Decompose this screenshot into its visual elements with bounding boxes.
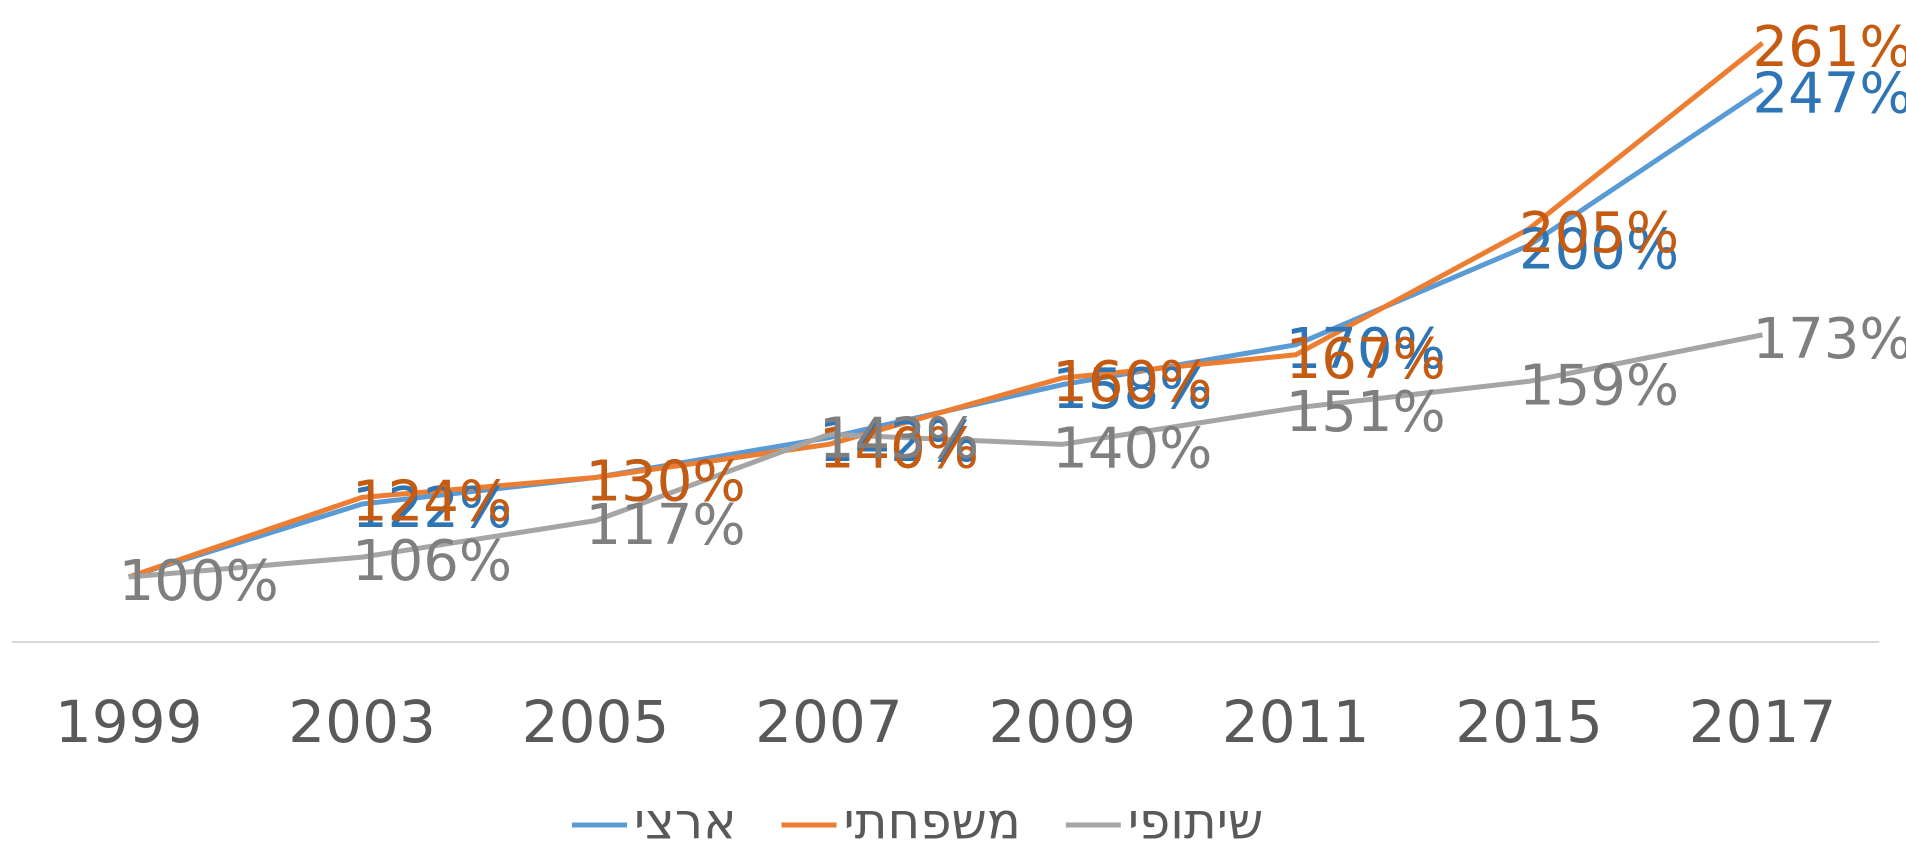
x-tick-label: 2011: [1222, 688, 1370, 756]
legend-label: משפחתי: [844, 793, 1021, 848]
data-label: 205%: [1519, 201, 1679, 266]
data-label: 140%: [819, 416, 979, 481]
x-tick-label: 2005: [522, 688, 670, 756]
data-label: 100%: [119, 549, 279, 614]
data-label: 151%: [1286, 380, 1446, 445]
data-label: 170%: [1286, 317, 1446, 382]
x-tick-label: 2003: [288, 688, 436, 756]
data-label: 122%: [352, 476, 512, 541]
data-label: 140%: [1052, 416, 1212, 481]
data-label: 158%: [1052, 357, 1212, 422]
data-label: 167%: [1286, 327, 1446, 392]
x-tick-label: 2017: [1689, 688, 1837, 756]
data-label: 159%: [1519, 353, 1679, 418]
series-line: [128, 332, 1763, 580]
data-label: 130%: [585, 450, 745, 515]
x-tick-label: 1999: [55, 688, 203, 756]
data-label: 173%: [1752, 307, 1906, 372]
legend-label: ארצי: [634, 793, 737, 848]
data-label: 200%: [1519, 217, 1679, 282]
data-label: 142%: [819, 410, 979, 475]
data-label: 124%: [352, 470, 512, 535]
data-label: 261%: [1752, 15, 1906, 80]
legend-label: שיתופי: [1128, 793, 1264, 848]
data-label: 143%: [819, 407, 979, 472]
series-line: [127, 41, 1765, 580]
x-tick-label: 2007: [755, 688, 903, 756]
x-tick-label: 2015: [1455, 688, 1603, 756]
data-label: 106%: [352, 529, 512, 594]
data-label: 160%: [1052, 350, 1212, 415]
data-label: 130%: [585, 450, 745, 515]
x-tick-label: 2009: [988, 688, 1136, 756]
data-label: 247%: [1752, 62, 1906, 127]
data-label: 117%: [585, 493, 745, 558]
